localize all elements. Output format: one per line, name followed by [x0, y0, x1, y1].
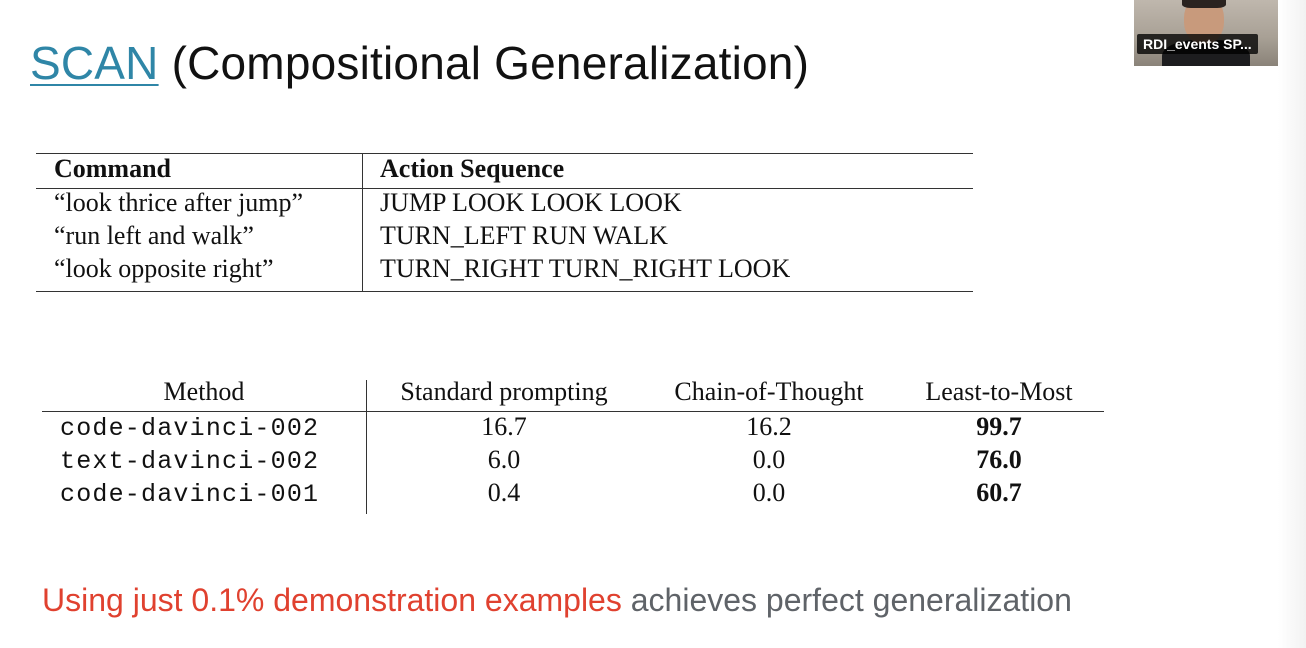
caption-rest: achieves perfect generalization	[621, 582, 1072, 618]
standard-value: 16.7	[481, 412, 527, 441]
standard-value: 6.0	[487, 445, 521, 474]
action-cell: JUMP LOOK LOOK LOOK	[380, 188, 682, 217]
slide-title: SCAN (Compositional Generalization)	[30, 36, 809, 90]
cot-value: 0.0	[752, 445, 786, 474]
scan-link[interactable]: SCAN	[30, 37, 159, 89]
caption-highlight: Using just 0.1% demonstration examples	[42, 582, 622, 618]
header-chain-of-thought: Chain-of-Thought	[674, 377, 864, 406]
results-column-divider	[366, 380, 367, 514]
method-cell: code-davinci-001	[60, 480, 320, 509]
results-table: Method Standard prompting Chain-of-Thoug…	[42, 376, 1104, 516]
results-header-rule	[42, 411, 1104, 412]
action-cell: TURN_LEFT RUN WALK	[380, 221, 668, 250]
cot-value: 0.0	[752, 478, 786, 507]
least-to-most-value: 99.7	[976, 412, 1022, 441]
table-top-rule	[36, 153, 973, 154]
header-method: Method	[163, 377, 245, 406]
least-to-most-value: 76.0	[976, 445, 1022, 474]
scan-examples-table: Command Action Sequence “look thrice aft…	[36, 153, 973, 292]
table-bottom-rule	[36, 291, 973, 292]
participant-name-label: RDI_events SP...	[1137, 34, 1258, 54]
cot-value: 16.2	[746, 412, 792, 441]
table-column-divider	[362, 153, 363, 292]
standard-value: 0.4	[487, 478, 521, 507]
table-header-rule	[36, 188, 973, 189]
slide-caption: Using just 0.1% demonstration examples a…	[42, 582, 1072, 619]
title-text: (Compositional Generalization)	[158, 37, 810, 89]
header-action-sequence: Action Sequence	[380, 154, 565, 183]
header-standard-prompting: Standard prompting	[400, 377, 608, 406]
header-least-to-most: Least-to-Most	[925, 377, 1073, 406]
participant-hair	[1182, 0, 1226, 8]
command-cell: “look opposite right”	[54, 254, 274, 283]
method-cell: text-davinci-002	[60, 447, 320, 476]
command-cell: “look thrice after jump”	[54, 188, 304, 217]
method-cell: code-davinci-002	[60, 414, 320, 443]
command-cell: “run left and walk”	[54, 221, 254, 250]
least-to-most-value: 60.7	[976, 478, 1022, 507]
action-cell: TURN_RIGHT TURN_RIGHT LOOK	[380, 254, 791, 283]
participant-video-tile[interactable]: RDI_events SP...	[1134, 0, 1278, 66]
slide-edge	[1278, 0, 1306, 648]
header-command: Command	[54, 154, 172, 183]
